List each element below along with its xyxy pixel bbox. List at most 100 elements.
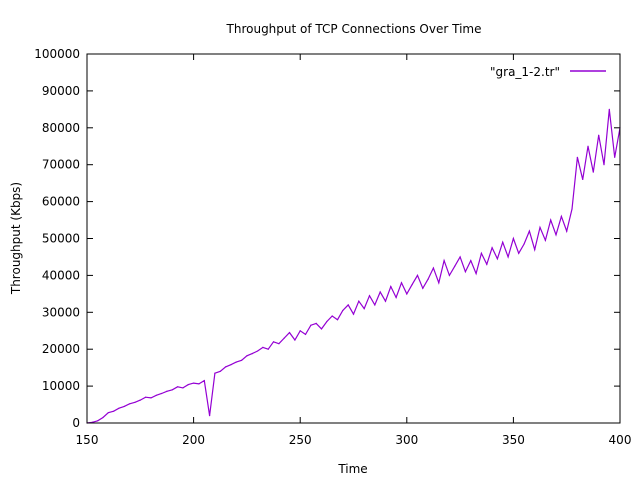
data-point <box>496 258 499 260</box>
data-point <box>208 415 211 417</box>
data-point <box>288 331 291 334</box>
data-point <box>400 282 403 284</box>
y-tick-label: 30000 <box>42 305 80 319</box>
series-line <box>86 109 621 424</box>
data-point <box>390 285 392 288</box>
data-point <box>278 343 280 345</box>
data-point <box>544 239 546 241</box>
y-tick-label: 10000 <box>42 379 80 393</box>
data-point <box>528 230 530 232</box>
data-point <box>320 328 323 330</box>
data-point <box>171 389 173 391</box>
data-point <box>555 234 557 236</box>
y-tick-label: 0 <box>72 416 80 430</box>
data-point <box>480 252 483 254</box>
data-point <box>177 386 179 388</box>
data-point <box>102 416 104 419</box>
data-point <box>566 230 568 232</box>
y-tick-label: 60000 <box>42 195 80 209</box>
data-point <box>155 394 157 396</box>
data-point <box>294 339 296 341</box>
data-point <box>368 295 371 297</box>
data-point <box>246 355 248 357</box>
data-point <box>166 390 168 392</box>
data-point <box>224 366 227 368</box>
plot-frame <box>86 53 621 424</box>
y-tick-label: 70000 <box>42 158 80 172</box>
y-tick-label: 90000 <box>42 84 80 98</box>
data-point <box>283 337 285 339</box>
y-axis-label: Throughput (Kbps) <box>9 182 23 295</box>
y-tick-label: 40000 <box>42 268 80 282</box>
data-point <box>219 370 221 372</box>
data-point <box>256 350 259 352</box>
data-point <box>304 333 307 336</box>
data-point <box>470 260 472 262</box>
data-point <box>107 412 109 414</box>
data-point <box>118 407 120 409</box>
x-tick-label: 250 <box>289 433 312 447</box>
data-point <box>379 291 381 293</box>
chart-title: Throughput of TCP Connections Over Time <box>226 22 482 36</box>
data-point <box>129 403 131 405</box>
y-tick-label: 80000 <box>42 121 80 135</box>
data-point <box>411 284 413 286</box>
data-point <box>475 272 477 275</box>
data-point <box>518 252 520 254</box>
data-point <box>134 401 136 403</box>
data-point <box>331 315 333 317</box>
data-point <box>448 274 451 276</box>
data-point <box>608 108 610 110</box>
data-point <box>560 215 562 217</box>
data-point <box>539 226 541 229</box>
data-point <box>214 372 216 374</box>
data-point <box>267 348 269 350</box>
data-point <box>422 287 424 289</box>
data-point <box>374 304 376 306</box>
data-point <box>395 296 397 299</box>
y-tick-label: 100000 <box>34 47 80 61</box>
data-point <box>614 156 616 158</box>
data-point <box>587 145 589 147</box>
data-point <box>406 293 408 295</box>
data-point <box>582 178 584 181</box>
data-point <box>427 278 429 280</box>
data-point <box>363 308 365 310</box>
data-point <box>358 300 360 302</box>
x-axis-label: Time <box>337 462 367 476</box>
data-point <box>299 330 301 332</box>
data-point <box>454 265 456 267</box>
y-tick-label: 20000 <box>42 342 80 356</box>
data-point <box>139 399 141 401</box>
data-point <box>598 134 600 136</box>
data-point <box>198 383 200 385</box>
data-point <box>352 313 355 315</box>
x-tick-label: 400 <box>609 433 632 447</box>
data-point <box>251 353 253 355</box>
data-point <box>97 420 99 422</box>
data-point <box>230 364 232 366</box>
data-point <box>384 300 387 302</box>
data-point <box>459 256 461 258</box>
x-tick-label: 150 <box>76 433 99 447</box>
data-point <box>550 219 552 221</box>
data-point <box>592 171 594 173</box>
data-point <box>262 346 264 348</box>
data-point <box>416 274 419 276</box>
legend-label: "gra_1-2.tr" <box>490 65 560 79</box>
data-point <box>150 397 152 399</box>
data-point <box>342 309 344 312</box>
data-point <box>507 256 509 258</box>
data-point <box>464 271 467 273</box>
data-point <box>240 359 243 361</box>
data-point <box>571 208 573 210</box>
y-tick-label: 50000 <box>42 232 80 246</box>
data-point <box>123 405 125 407</box>
data-point <box>534 248 536 251</box>
x-tick-label: 200 <box>182 433 205 447</box>
data-point <box>432 267 435 269</box>
data-point <box>235 361 237 363</box>
data-point <box>315 322 317 324</box>
data-point <box>491 247 493 249</box>
